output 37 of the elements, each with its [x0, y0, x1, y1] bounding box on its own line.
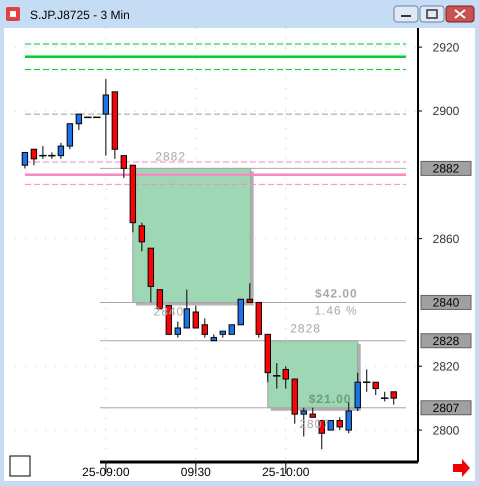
x-tick-label: 25-09:00 — [82, 465, 130, 479]
annotation: 2828 — [290, 322, 321, 336]
candlestick — [372, 382, 379, 396]
candlestick — [66, 123, 74, 150]
x-tick-label: 25-10:00 — [262, 465, 310, 479]
candlestick — [102, 78, 110, 156]
ref-line-label: 2882 — [432, 162, 460, 176]
candlestick — [310, 407, 316, 418]
y-tick-label: 2920 — [432, 40, 460, 54]
annotation: 1.46 % — [314, 303, 358, 318]
y-tick-label: 2800 — [432, 423, 460, 438]
annotation: $21.00 — [308, 392, 352, 406]
candlestick — [120, 155, 128, 178]
candlestick — [174, 321, 182, 338]
ref-line-label: 2828 — [432, 334, 460, 348]
candlestick — [390, 391, 397, 406]
candlestick — [192, 305, 200, 328]
candlestick — [228, 324, 235, 335]
candlestick — [138, 222, 146, 252]
chart-title: S.JP.J8725 - 3 Min — [30, 8, 130, 22]
candlestick — [202, 318, 208, 338]
ref-line-label: 2840 — [432, 296, 460, 310]
candlestick — [184, 289, 190, 328]
candlestick — [58, 142, 64, 160]
annotation: $42.00 — [315, 286, 358, 300]
candlestick — [282, 366, 289, 390]
y-tick-label: 2900 — [432, 104, 460, 118]
candlestick — [22, 152, 28, 169]
candlestick — [336, 416, 343, 431]
y-tick-label: 2860 — [432, 232, 460, 246]
candlestick — [76, 114, 82, 131]
y-tick-label: 2820 — [432, 359, 460, 374]
ref-line-label: 2807 — [432, 400, 460, 415]
annotation: 2882 — [155, 149, 186, 164]
candlestick — [246, 282, 253, 303]
candlestick — [30, 148, 38, 166]
x-tick-label: 09:30 — [180, 465, 212, 479]
